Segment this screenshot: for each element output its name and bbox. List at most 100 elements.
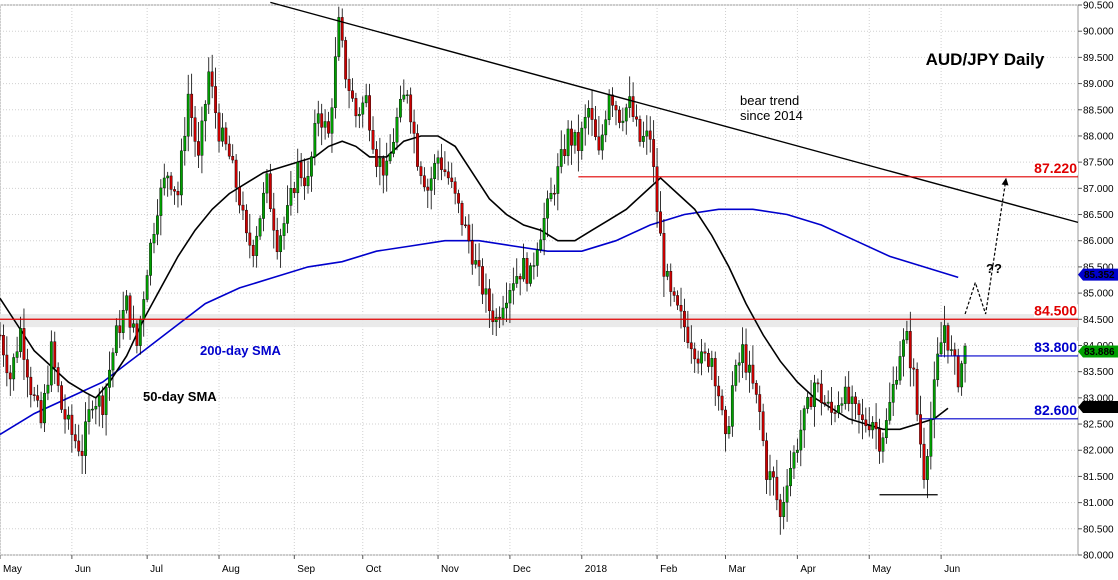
- candle-down: [662, 233, 666, 277]
- candle-up: [12, 357, 16, 380]
- candle-up: [748, 364, 751, 373]
- candle-down: [470, 240, 474, 265]
- candle-down: [128, 295, 132, 328]
- candle-down: [214, 86, 217, 114]
- candle-down: [176, 191, 180, 196]
- candle-up: [385, 160, 389, 176]
- y-tick-label: 81.000: [1083, 498, 1114, 509]
- candle-up: [429, 178, 433, 191]
- y-tick-label: 82.000: [1083, 446, 1114, 457]
- moving-averages: [0, 135, 959, 436]
- candle-down: [80, 451, 84, 456]
- bear-trendline: [270, 1, 1079, 224]
- candle-up: [795, 449, 799, 453]
- candle-up: [46, 384, 50, 394]
- candle-up: [94, 406, 98, 410]
- candle-up: [960, 363, 964, 388]
- candle-down: [652, 139, 656, 167]
- candle-down: [867, 425, 871, 431]
- candle-down: [275, 230, 279, 253]
- candle-down: [956, 355, 960, 388]
- candle-down: [563, 149, 567, 157]
- candle-down: [696, 358, 700, 364]
- candle-up: [152, 234, 156, 244]
- candle-down: [655, 166, 659, 212]
- candle-up: [474, 260, 478, 265]
- candle-down: [238, 187, 241, 206]
- candle-up: [15, 351, 19, 358]
- bear-trend-label: bear trend: [740, 93, 799, 108]
- candle-down: [775, 476, 779, 501]
- candle-down: [234, 159, 238, 188]
- candle-up: [265, 173, 269, 194]
- candle-down: [251, 245, 255, 256]
- candle-up: [891, 384, 895, 403]
- candle-down: [518, 276, 522, 280]
- candle-down: [446, 171, 450, 179]
- candle-down: [440, 157, 443, 170]
- candle-up: [580, 127, 584, 151]
- candle-up: [884, 420, 888, 439]
- candle-up: [333, 56, 337, 108]
- y-tick-label: 85.500: [1083, 262, 1114, 273]
- candle-down: [375, 149, 378, 167]
- candle-up: [583, 116, 587, 129]
- candle-up: [501, 307, 505, 319]
- candle-up: [162, 177, 166, 189]
- candle-up: [902, 339, 905, 357]
- candle-up: [505, 302, 508, 309]
- candle-up: [559, 149, 563, 167]
- sma50-label: 50-day SMA: [143, 389, 217, 404]
- candle-down: [457, 193, 460, 204]
- candle-down: [412, 121, 416, 134]
- candle-up: [306, 176, 310, 187]
- candle-down: [724, 409, 727, 435]
- candle-down: [381, 157, 385, 176]
- candle-down: [77, 440, 81, 452]
- y-tick-label: 80.500: [1083, 524, 1114, 535]
- candle-down: [173, 189, 176, 192]
- x-tick-label: May: [872, 564, 891, 575]
- candle-up: [727, 426, 731, 435]
- y-tick-label: 89.000: [1083, 79, 1114, 90]
- candle-down: [419, 166, 423, 176]
- price-tag-bg: [1078, 345, 1118, 358]
- candle-down: [73, 434, 77, 442]
- candlesticks: [0, 6, 967, 535]
- candle-up: [840, 403, 844, 406]
- candle-up: [364, 95, 368, 104]
- candle-down: [919, 414, 922, 445]
- y-tick-label: 84.500: [1083, 315, 1114, 326]
- candle-up: [539, 239, 543, 250]
- annotation-lines: 87.220 84.500 83.800 82.600: [0, 1, 1079, 496]
- candle-up: [939, 342, 943, 355]
- candle-down: [809, 396, 813, 407]
- x-tick-label: Dec: [513, 564, 531, 575]
- candle-up: [837, 405, 840, 414]
- candle-down: [854, 396, 857, 404]
- candle-up: [700, 351, 703, 364]
- candle-up: [522, 258, 525, 280]
- candle-down: [720, 395, 724, 411]
- candle-up: [282, 223, 286, 236]
- candle-up: [286, 205, 289, 224]
- y-tick-label: 89.500: [1083, 53, 1114, 64]
- price-tag-85.352: 85.352: [1078, 268, 1118, 281]
- y-tick-label: 81.500: [1083, 472, 1114, 483]
- candle-up: [624, 107, 628, 122]
- candle-up: [310, 156, 313, 177]
- x-tick-label: Mar: [729, 564, 747, 575]
- candle-up: [929, 419, 933, 457]
- candle-down: [292, 188, 296, 194]
- candle-up: [532, 265, 536, 267]
- candle-up: [49, 341, 53, 386]
- y-tick-label: 82.500: [1083, 420, 1114, 431]
- candle-down: [830, 401, 833, 413]
- candle-down: [241, 204, 245, 211]
- candle-up: [323, 121, 327, 128]
- candle-down: [351, 90, 354, 99]
- bear-trend-label-since: since 2014: [740, 108, 803, 123]
- candle-down: [2, 335, 5, 356]
- candle-down: [422, 175, 426, 188]
